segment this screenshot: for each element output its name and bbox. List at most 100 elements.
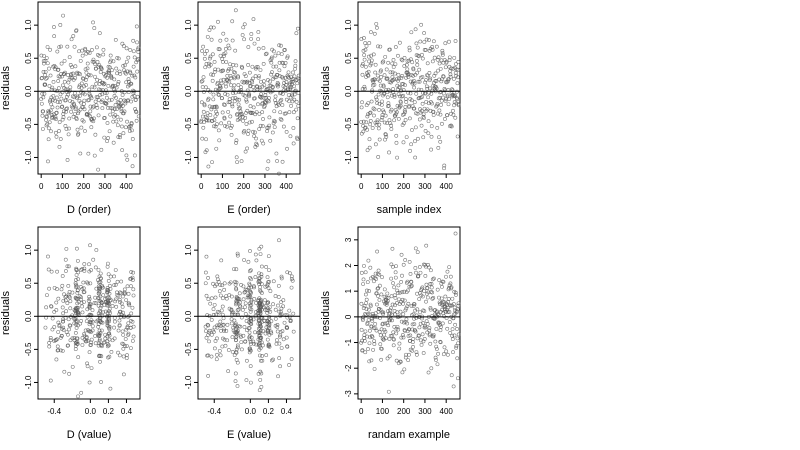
data-point xyxy=(50,327,55,332)
data-point xyxy=(216,67,221,72)
data-point xyxy=(210,118,215,123)
data-point xyxy=(265,125,270,130)
data-point xyxy=(279,97,284,102)
x-tick-label: 0.0 xyxy=(245,407,257,416)
data-point xyxy=(233,279,237,284)
y-tick-label: -1.0 xyxy=(24,375,33,389)
data-point xyxy=(40,91,45,96)
data-point xyxy=(210,328,215,333)
data-point xyxy=(232,83,237,88)
data-point xyxy=(233,335,238,340)
data-point xyxy=(96,295,101,300)
data-point xyxy=(265,337,270,342)
data-point xyxy=(377,272,382,277)
data-point xyxy=(257,74,261,79)
data-point xyxy=(123,70,128,75)
data-point xyxy=(108,106,113,110)
data-point xyxy=(104,299,108,304)
data-point xyxy=(279,118,284,122)
data-point xyxy=(80,310,85,315)
data-point xyxy=(123,337,128,341)
data-point xyxy=(389,294,394,299)
scatter-points xyxy=(203,238,296,393)
data-point xyxy=(242,22,247,27)
data-point xyxy=(292,97,297,102)
data-point xyxy=(359,120,364,124)
data-point xyxy=(412,302,417,307)
data-point xyxy=(243,289,248,294)
data-point xyxy=(375,25,379,30)
data-point xyxy=(455,134,460,139)
data-point xyxy=(64,89,69,94)
data-point xyxy=(411,67,416,72)
data-point xyxy=(276,283,281,288)
data-point xyxy=(125,69,130,74)
data-point xyxy=(425,286,430,290)
scatter-points xyxy=(359,21,461,171)
data-point xyxy=(453,39,458,43)
data-point xyxy=(256,37,261,42)
data-point xyxy=(379,327,384,332)
data-point xyxy=(293,66,298,71)
data-point xyxy=(226,67,231,72)
data-point xyxy=(414,41,419,46)
data-point xyxy=(424,84,429,89)
data-point xyxy=(423,128,428,133)
data-point xyxy=(287,99,292,104)
data-point xyxy=(258,68,263,72)
data-point xyxy=(412,322,417,327)
data-point xyxy=(269,55,274,60)
y-tick-label: 1.0 xyxy=(184,244,193,256)
data-point xyxy=(222,287,227,292)
data-point xyxy=(234,350,239,355)
data-point xyxy=(450,296,455,301)
data-point xyxy=(422,31,426,35)
data-point xyxy=(375,286,380,291)
data-point xyxy=(418,310,422,315)
data-point xyxy=(390,302,395,307)
data-point xyxy=(113,103,118,107)
data-point xyxy=(408,79,413,84)
data-point xyxy=(119,301,124,306)
data-point xyxy=(76,109,81,114)
data-point xyxy=(393,295,398,300)
data-point xyxy=(203,65,208,70)
data-point xyxy=(46,126,51,131)
data-point xyxy=(68,99,72,103)
data-point xyxy=(274,338,279,343)
data-point xyxy=(217,93,221,97)
data-point xyxy=(257,334,262,339)
data-point xyxy=(48,47,53,52)
data-point xyxy=(94,319,99,324)
data-point xyxy=(50,85,55,90)
data-point xyxy=(386,309,390,314)
data-point xyxy=(449,123,453,128)
data-point xyxy=(449,285,454,290)
data-point xyxy=(394,110,399,115)
plot-frame xyxy=(197,1,301,175)
data-point xyxy=(71,71,75,76)
data-point xyxy=(394,358,399,363)
data-point xyxy=(74,296,79,301)
data-point xyxy=(62,58,67,63)
data-point xyxy=(281,88,286,93)
data-point xyxy=(267,268,271,272)
data-point xyxy=(415,291,419,296)
data-point xyxy=(208,113,213,117)
data-point xyxy=(75,288,80,293)
data-point xyxy=(365,127,370,132)
data-point xyxy=(402,56,407,60)
data-point xyxy=(121,332,126,337)
data-point xyxy=(257,280,262,285)
data-point xyxy=(100,98,105,103)
data-point xyxy=(74,284,79,289)
data-point xyxy=(456,303,461,308)
data-point xyxy=(230,335,235,340)
data-point xyxy=(44,56,49,60)
data-point xyxy=(247,350,252,355)
data-point xyxy=(98,276,103,281)
data-point xyxy=(221,316,226,321)
data-point xyxy=(424,37,429,42)
data-point xyxy=(425,107,430,112)
